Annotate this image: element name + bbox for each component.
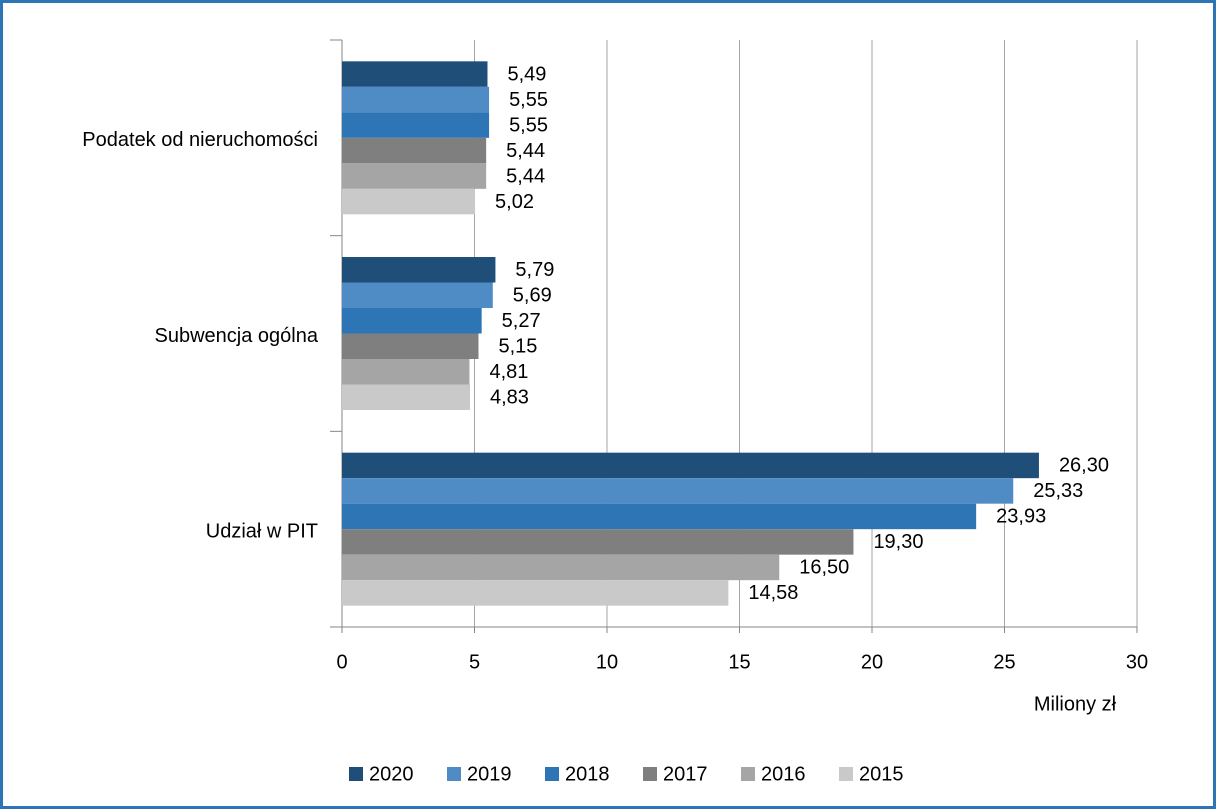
x-tick-label: 20 [861, 651, 883, 673]
y-tick-label: Podatek od nieruchomości [82, 129, 318, 151]
bar [342, 529, 854, 555]
legend-swatch [447, 767, 461, 781]
bar [342, 282, 493, 308]
bar [342, 580, 729, 606]
data-label: 4,81 [489, 361, 528, 383]
data-label: 5,44 [506, 165, 545, 187]
legend-swatch [349, 767, 363, 781]
data-label: 23,93 [996, 506, 1046, 528]
data-label: 5,55 [509, 114, 548, 136]
legend-swatch [839, 767, 853, 781]
data-label: 16,50 [799, 557, 849, 579]
y-tick-label: Udział w PIT [206, 520, 318, 542]
data-label: 5,49 [507, 63, 546, 85]
legend-swatch [545, 767, 559, 781]
data-label: 5,44 [506, 140, 545, 162]
data-label: 19,30 [873, 531, 923, 553]
legend-label: 2018 [565, 763, 610, 785]
bar [342, 61, 488, 87]
bar [342, 112, 490, 138]
data-label: 4,83 [490, 387, 529, 409]
legend-swatch [741, 767, 755, 781]
data-label: 5,79 [515, 259, 554, 281]
data-label: 26,30 [1059, 455, 1109, 477]
legend-label: 2020 [369, 763, 414, 785]
bar [342, 137, 487, 164]
bar [342, 359, 470, 385]
x-tick-label: 25 [993, 651, 1015, 673]
bar [342, 333, 479, 359]
data-label: 25,33 [1033, 480, 1083, 502]
x-axis-label: Miliony zł [1034, 693, 1117, 715]
data-label: 5,02 [495, 191, 534, 213]
y-tick-label: Subwencja ogólna [155, 325, 319, 347]
data-label: 5,27 [502, 310, 541, 332]
data-label: 5,69 [513, 285, 552, 307]
x-tick-label: 30 [1126, 651, 1148, 673]
bar [342, 308, 482, 334]
x-tick-label: 5 [469, 651, 480, 673]
x-tick-label: 15 [728, 651, 750, 673]
bar [342, 86, 490, 113]
bar [342, 384, 470, 410]
legend-label: 2015 [859, 763, 904, 785]
bar [342, 554, 780, 581]
x-tick-label: 0 [336, 651, 347, 673]
bar [342, 503, 977, 530]
data-label: 14,58 [748, 582, 798, 604]
legend-label: 2019 [467, 763, 512, 785]
bar [342, 452, 1039, 479]
data-label: 5,15 [498, 336, 537, 358]
bar [342, 478, 1014, 504]
legend-label: 2016 [761, 763, 806, 785]
bar [342, 188, 476, 215]
legend-swatch [643, 767, 657, 781]
x-tick-label: 10 [596, 651, 618, 673]
bar [342, 163, 487, 189]
bar [342, 257, 496, 283]
data-label: 5,55 [509, 89, 548, 111]
legend-label: 2017 [663, 763, 708, 785]
